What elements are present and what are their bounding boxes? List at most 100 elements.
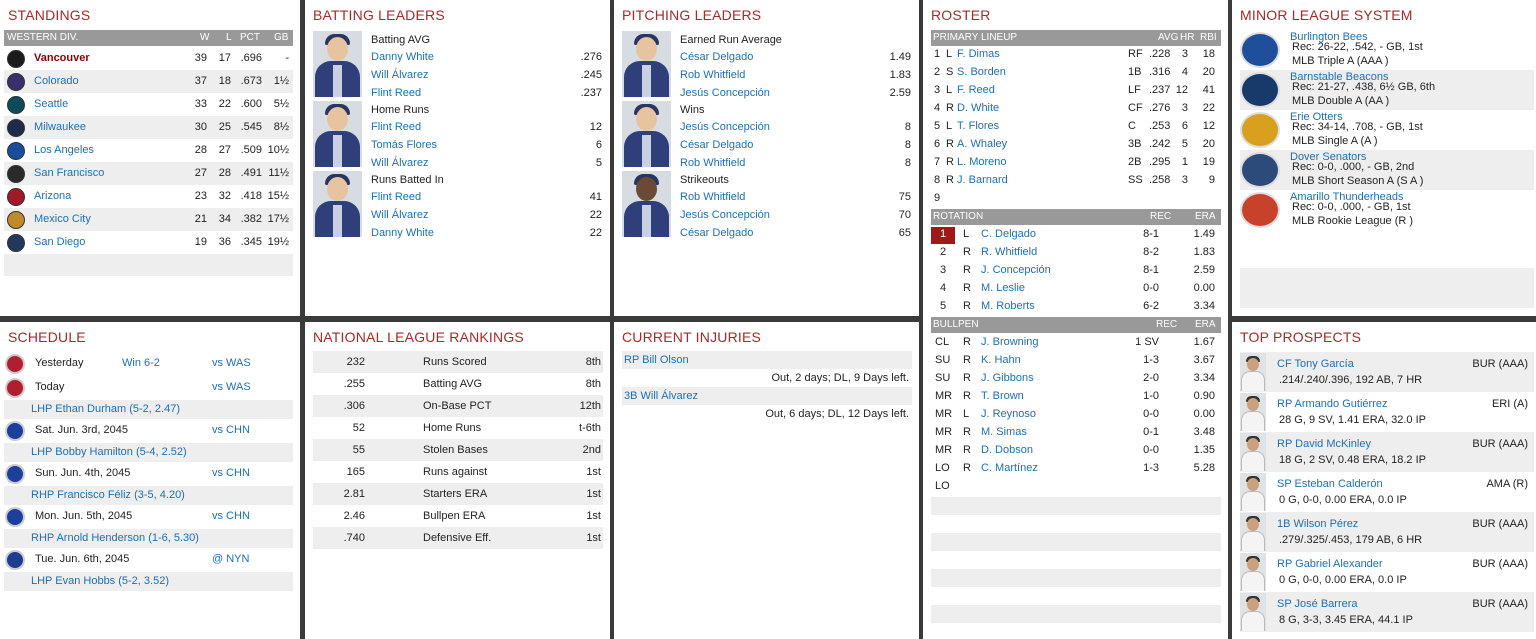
rotation-player-link[interactable]: M. Roberts: [981, 300, 1035, 312]
prospect-name-link[interactable]: 1B Wilson Pérez: [1277, 518, 1359, 530]
prospect-name-link[interactable]: RP Gabriel Alexander: [1277, 558, 1383, 570]
minor-team-link[interactable]: Burlington Bees: [1290, 31, 1368, 43]
minor-team-record: Rec: 0-0, .000, - GB, 1st: [1292, 201, 1411, 213]
leader-player-link[interactable]: Danny White: [371, 227, 434, 239]
leader-player-link[interactable]: Jesús Concepción: [680, 87, 770, 99]
schedule-game-row[interactable]: Yesterday Win 6-2 vs WAS: [4, 352, 293, 376]
standings-row[interactable]: Seattle 33 22 .600 5½: [4, 93, 293, 116]
prospect-name-link[interactable]: RP Armando Gutiérrez: [1277, 398, 1388, 410]
team-name-link[interactable]: San Francisco: [34, 167, 105, 179]
leader-player-link[interactable]: Rob Whitfield: [680, 191, 746, 203]
bats-hand: R: [946, 156, 954, 168]
probable-pitcher-link[interactable]: LHP Ethan Durham (5-2, 2.47): [31, 403, 180, 415]
team-name-link[interactable]: San Diego: [34, 236, 86, 248]
leader-player-link[interactable]: Flint Reed: [371, 121, 422, 133]
game-opponent-link[interactable]: vs WAS: [212, 357, 251, 369]
leader-player-link[interactable]: César Delgado: [680, 51, 754, 63]
prospect-name-link[interactable]: SP Esteban Calderón: [1277, 478, 1383, 490]
minor-team-link[interactable]: Amarillo Thunderheads: [1290, 191, 1404, 203]
prospect-name-link[interactable]: RP David McKinley: [1277, 438, 1371, 450]
ranking-position: 1st: [586, 466, 601, 478]
bullpen-player-link[interactable]: D. Dobson: [981, 444, 1033, 456]
game-opponent-link[interactable]: vs CHN: [212, 510, 250, 522]
injured-player-link[interactable]: 3B Will Álvarez: [624, 390, 698, 402]
mets-logo-icon: [5, 550, 25, 570]
rotation-player-link[interactable]: J. Concepción: [981, 264, 1051, 276]
lineup-player-link[interactable]: F. Dimas: [957, 48, 1000, 60]
team-name-link[interactable]: Los Angeles: [34, 144, 94, 156]
rotation-order: 1: [940, 228, 947, 240]
leader-player-link[interactable]: Will Álvarez: [371, 157, 429, 169]
probable-pitcher-link[interactable]: RHP Francisco Féliz (3-5, 4.20): [31, 489, 185, 501]
lineup-player-link[interactable]: A. Whaley: [957, 138, 1008, 150]
team-name-link[interactable]: Colorado: [34, 75, 79, 87]
leader-player-link[interactable]: Jesús Concepción: [680, 209, 770, 221]
rotation-player-link[interactable]: C. Delgado: [981, 228, 1037, 240]
bullpen-player-link[interactable]: T. Brown: [981, 390, 1024, 402]
team-name-link[interactable]: Arizona: [34, 190, 72, 202]
prospect-name-link[interactable]: SP José Barrera: [1277, 598, 1358, 610]
bullpen-player-link[interactable]: J. Gibbons: [981, 372, 1034, 384]
rotation-player-link[interactable]: R. Whitfield: [981, 246, 1038, 258]
bullpen-player-link[interactable]: C. Martínez: [981, 462, 1038, 474]
lineup-player-link[interactable]: D. White: [957, 102, 1000, 114]
leader-player-link[interactable]: Rob Whitfield: [680, 69, 746, 81]
standings-row[interactable]: San Francisco 27 28 .491 11½: [4, 162, 293, 185]
standings-row[interactable]: San Diego 19 36 .345 19½: [4, 231, 293, 254]
leader-player-link[interactable]: César Delgado: [680, 227, 754, 239]
leader-player-link[interactable]: Tomás Flores: [371, 139, 438, 151]
standings-row[interactable]: Mexico City 21 34 .382 17½: [4, 208, 293, 231]
leader-player-link[interactable]: Will Álvarez: [371, 69, 429, 81]
minor-team-link[interactable]: Barnstable Beacons: [1290, 71, 1389, 83]
lineup-player-link[interactable]: T. Flores: [957, 120, 1000, 132]
leader-player-link[interactable]: Flint Reed: [371, 87, 422, 99]
rotation-header-label: ROTATION: [933, 211, 984, 222]
game-opponent-link[interactable]: vs CHN: [212, 467, 250, 479]
schedule-game-row[interactable]: Sun. Jun. 4th, 2045 vs CHN: [4, 462, 293, 486]
nationals-logo-icon: [5, 378, 25, 398]
schedule-game-row[interactable]: Sat. Jun. 3rd, 2045 vs CHN: [4, 419, 293, 443]
bullpen-player-link[interactable]: M. Simas: [981, 426, 1027, 438]
game-opponent-link[interactable]: @ NYN: [212, 553, 250, 565]
bullpen-player-link[interactable]: J. Reynoso: [981, 408, 1037, 420]
leader-stat-value: .245: [580, 69, 602, 81]
probable-pitcher-link[interactable]: RHP Arnold Henderson (1-6, 5.30): [31, 532, 199, 544]
team-name-link[interactable]: Mexico City: [34, 213, 91, 225]
minor-team-link[interactable]: Dover Senators: [1290, 151, 1367, 163]
probable-pitcher-link[interactable]: LHP Bobby Hamilton (5-4, 2.52): [31, 446, 187, 458]
lineup-player-link[interactable]: S. Borden: [957, 66, 1006, 78]
injured-player-link[interactable]: RP Bill Olson: [624, 354, 689, 366]
leader-player-link[interactable]: Flint Reed: [371, 191, 422, 203]
team-name-link[interactable]: Milwaukee: [34, 121, 86, 133]
lineup-player-link[interactable]: L. Moreno: [957, 156, 1007, 168]
standings-row[interactable]: Colorado 37 18 .673 1½: [4, 70, 293, 93]
leader-player-link[interactable]: César Delgado: [680, 139, 754, 151]
leader-player-link[interactable]: Jesús Concepción: [680, 121, 770, 133]
standings-row[interactable]: Los Angeles 28 27 .509 10½: [4, 139, 293, 162]
standings-row[interactable]: Milwaukee 30 25 .545 8½: [4, 116, 293, 139]
minor-team-link[interactable]: Erie Otters: [1290, 111, 1343, 123]
lineup-player-link[interactable]: J. Barnard: [957, 174, 1008, 186]
standings-row[interactable]: Arizona 23 32 .418 15½: [4, 185, 293, 208]
leader-player-link[interactable]: Will Álvarez: [371, 209, 429, 221]
bullpen-player-link[interactable]: J. Browning: [981, 336, 1039, 348]
losses-value: 25: [218, 121, 231, 133]
probable-pitcher-link[interactable]: LHP Evan Hobbs (5-2, 3.52): [31, 575, 169, 587]
schedule-game-row[interactable]: Today vs WAS: [4, 376, 293, 400]
game-opponent-link[interactable]: vs CHN: [212, 424, 250, 436]
wins-value: 30: [194, 121, 207, 133]
team-name-link[interactable]: Vancouver: [34, 52, 90, 64]
game-opponent-link[interactable]: vs WAS: [212, 381, 251, 393]
schedule-game-row[interactable]: Tue. Jun. 6th, 2045 @ NYN: [4, 548, 293, 572]
team-name-link[interactable]: Seattle: [34, 98, 69, 110]
bullpen-player-link[interactable]: K. Hahn: [981, 354, 1021, 366]
prospect-name-link[interactable]: CF Tony García: [1277, 358, 1354, 370]
rotation-player-link[interactable]: M. Leslie: [981, 282, 1026, 294]
lineup-player-link[interactable]: F. Reed: [957, 84, 995, 96]
leader-player-link[interactable]: Danny White: [371, 51, 434, 63]
schedule-game-row[interactable]: Mon. Jun. 5th, 2045 vs CHN: [4, 505, 293, 529]
game-result-link[interactable]: Win 6-2: [122, 357, 160, 369]
standings-row[interactable]: Vancouver 39 17 .696 -: [4, 47, 293, 70]
leader-player-link[interactable]: Rob Whitfield: [680, 157, 746, 169]
gb-value: 5½: [273, 98, 289, 110]
